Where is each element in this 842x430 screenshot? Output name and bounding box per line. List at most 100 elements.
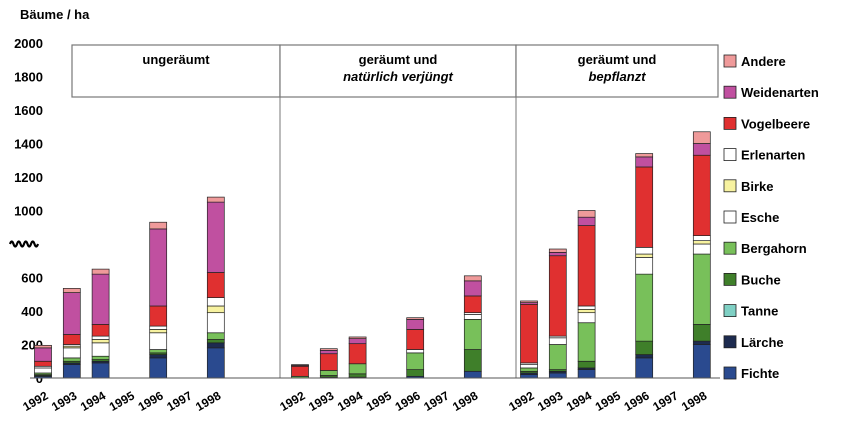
legend-item: Fichte: [723, 366, 779, 381]
bar-segment: [692, 235, 711, 242]
legend-swatch: [723, 148, 737, 162]
bar-segment: [692, 344, 711, 379]
bar-segment: [406, 329, 425, 350]
bar-stack: [406, 317, 425, 379]
panel-title: geräumt und: [578, 52, 657, 67]
x-tick-label: 1998: [193, 388, 223, 414]
bar-segment: [91, 273, 110, 325]
bar-segment: [463, 295, 482, 314]
bar-segment: [577, 360, 596, 369]
bar-segment: [62, 357, 81, 362]
bar-segment: [206, 201, 225, 273]
legend-swatch: [723, 241, 737, 255]
legend-item: Buche: [723, 272, 781, 287]
bar-segment: [520, 303, 538, 364]
bar-segment: [206, 347, 225, 379]
bar-stack: [520, 300, 538, 379]
bar-segment: [577, 225, 596, 307]
bar-segment: [149, 354, 168, 359]
x-tick-label: 1994: [335, 388, 365, 414]
bar-segment: [520, 364, 538, 369]
bar-segment: [91, 339, 110, 344]
legend-swatch: [723, 117, 737, 130]
bar-segment: [577, 369, 596, 379]
x-tick-label: 1992: [277, 388, 307, 414]
x-tick-label: 1992: [20, 388, 50, 414]
bar-segment: [635, 166, 654, 248]
legend-label: Bergahorn: [741, 241, 807, 256]
legend-swatch: [723, 304, 737, 318]
x-tick-label: 1995: [593, 388, 623, 414]
bars-layer: [34, 131, 711, 379]
x-tick-label: 1993: [306, 388, 336, 414]
bar-segment: [149, 221, 168, 230]
x-tick-label: 1994: [78, 388, 108, 414]
bar-segment: [635, 153, 654, 158]
bar-segment: [635, 247, 654, 255]
y-tick-label: 1000: [14, 204, 43, 219]
bar-segment: [149, 325, 168, 330]
legend-label: Tanne: [741, 304, 778, 319]
x-tick-label: 1998: [450, 388, 480, 414]
bar-segment: [348, 373, 367, 378]
legend-label: Lärche: [741, 335, 784, 350]
y-tick-label: 1400: [14, 137, 43, 152]
bar-stack: [34, 344, 52, 379]
legend-swatch: [723, 210, 737, 224]
bar-segment: [548, 337, 567, 345]
bar-segment: [34, 347, 52, 362]
panel-title: ungeräumt: [142, 52, 210, 67]
panels-layer: ungeräumt geräumt und natürlich verjüngt ge…: [71, 44, 719, 378]
bar-segment: [463, 275, 482, 282]
x-tick-label: 1995: [107, 388, 137, 414]
bar-segment: [34, 360, 52, 367]
legend-label: Erlenarten: [741, 148, 805, 163]
panel-label-box: geräumt und bepflanzt: [515, 44, 719, 98]
bar-segment: [319, 348, 338, 351]
y-axis: 0200400600100012001400160018002000: [8, 36, 43, 386]
legend-swatch: [723, 85, 737, 99]
legend-item: Andere: [723, 54, 786, 69]
bar-segment: [206, 339, 225, 344]
bar-segment: [635, 340, 654, 355]
bar-stack: [291, 364, 309, 379]
legend-swatch: [723, 179, 737, 193]
x-tick-label: 1992: [506, 388, 536, 414]
legend-item: Birke: [723, 179, 774, 194]
bar-segment: [149, 357, 168, 379]
bar-segment: [91, 335, 110, 340]
bar-segment: [319, 350, 338, 355]
legend-swatch: [723, 366, 737, 380]
x-tick-label: 1998: [679, 388, 709, 414]
bar-segment: [635, 273, 654, 342]
axis-break-icon: [8, 240, 40, 248]
bar-segment: [548, 344, 567, 370]
bar-stack: [635, 153, 654, 379]
bar-segment: [577, 210, 596, 218]
bar-stack: [91, 268, 110, 379]
bar-segment: [206, 272, 225, 298]
bar-segment: [91, 268, 110, 275]
bar-segment: [206, 196, 225, 203]
bar-segment: [149, 349, 168, 354]
panel-title: natürlich verjüngt: [343, 69, 453, 84]
legend-item: Vogelbeere: [723, 116, 810, 131]
bar-segment: [91, 324, 110, 337]
panel-title: bepflanzt: [588, 69, 646, 84]
bar-stack: [62, 288, 81, 379]
panel-box: [515, 44, 719, 98]
legend-swatch: [723, 335, 737, 349]
legend-label: Vogelbeere: [741, 116, 810, 131]
bar-segment: [577, 308, 596, 314]
bar-segment: [206, 297, 225, 307]
bar-segment: [635, 257, 654, 275]
legend-item: Weidenarten: [723, 85, 819, 100]
legend-swatch: [723, 272, 737, 286]
bar-segment: [692, 131, 711, 144]
bar-segment: [463, 319, 482, 350]
legend: Andere Weidenarten Vogelbeere Erlenarten Bir…: [723, 54, 819, 381]
y-tick-label: 1600: [14, 103, 43, 118]
bar-stack: [577, 210, 596, 379]
bar-segment: [91, 342, 110, 357]
legend-label: Andere: [741, 54, 786, 69]
